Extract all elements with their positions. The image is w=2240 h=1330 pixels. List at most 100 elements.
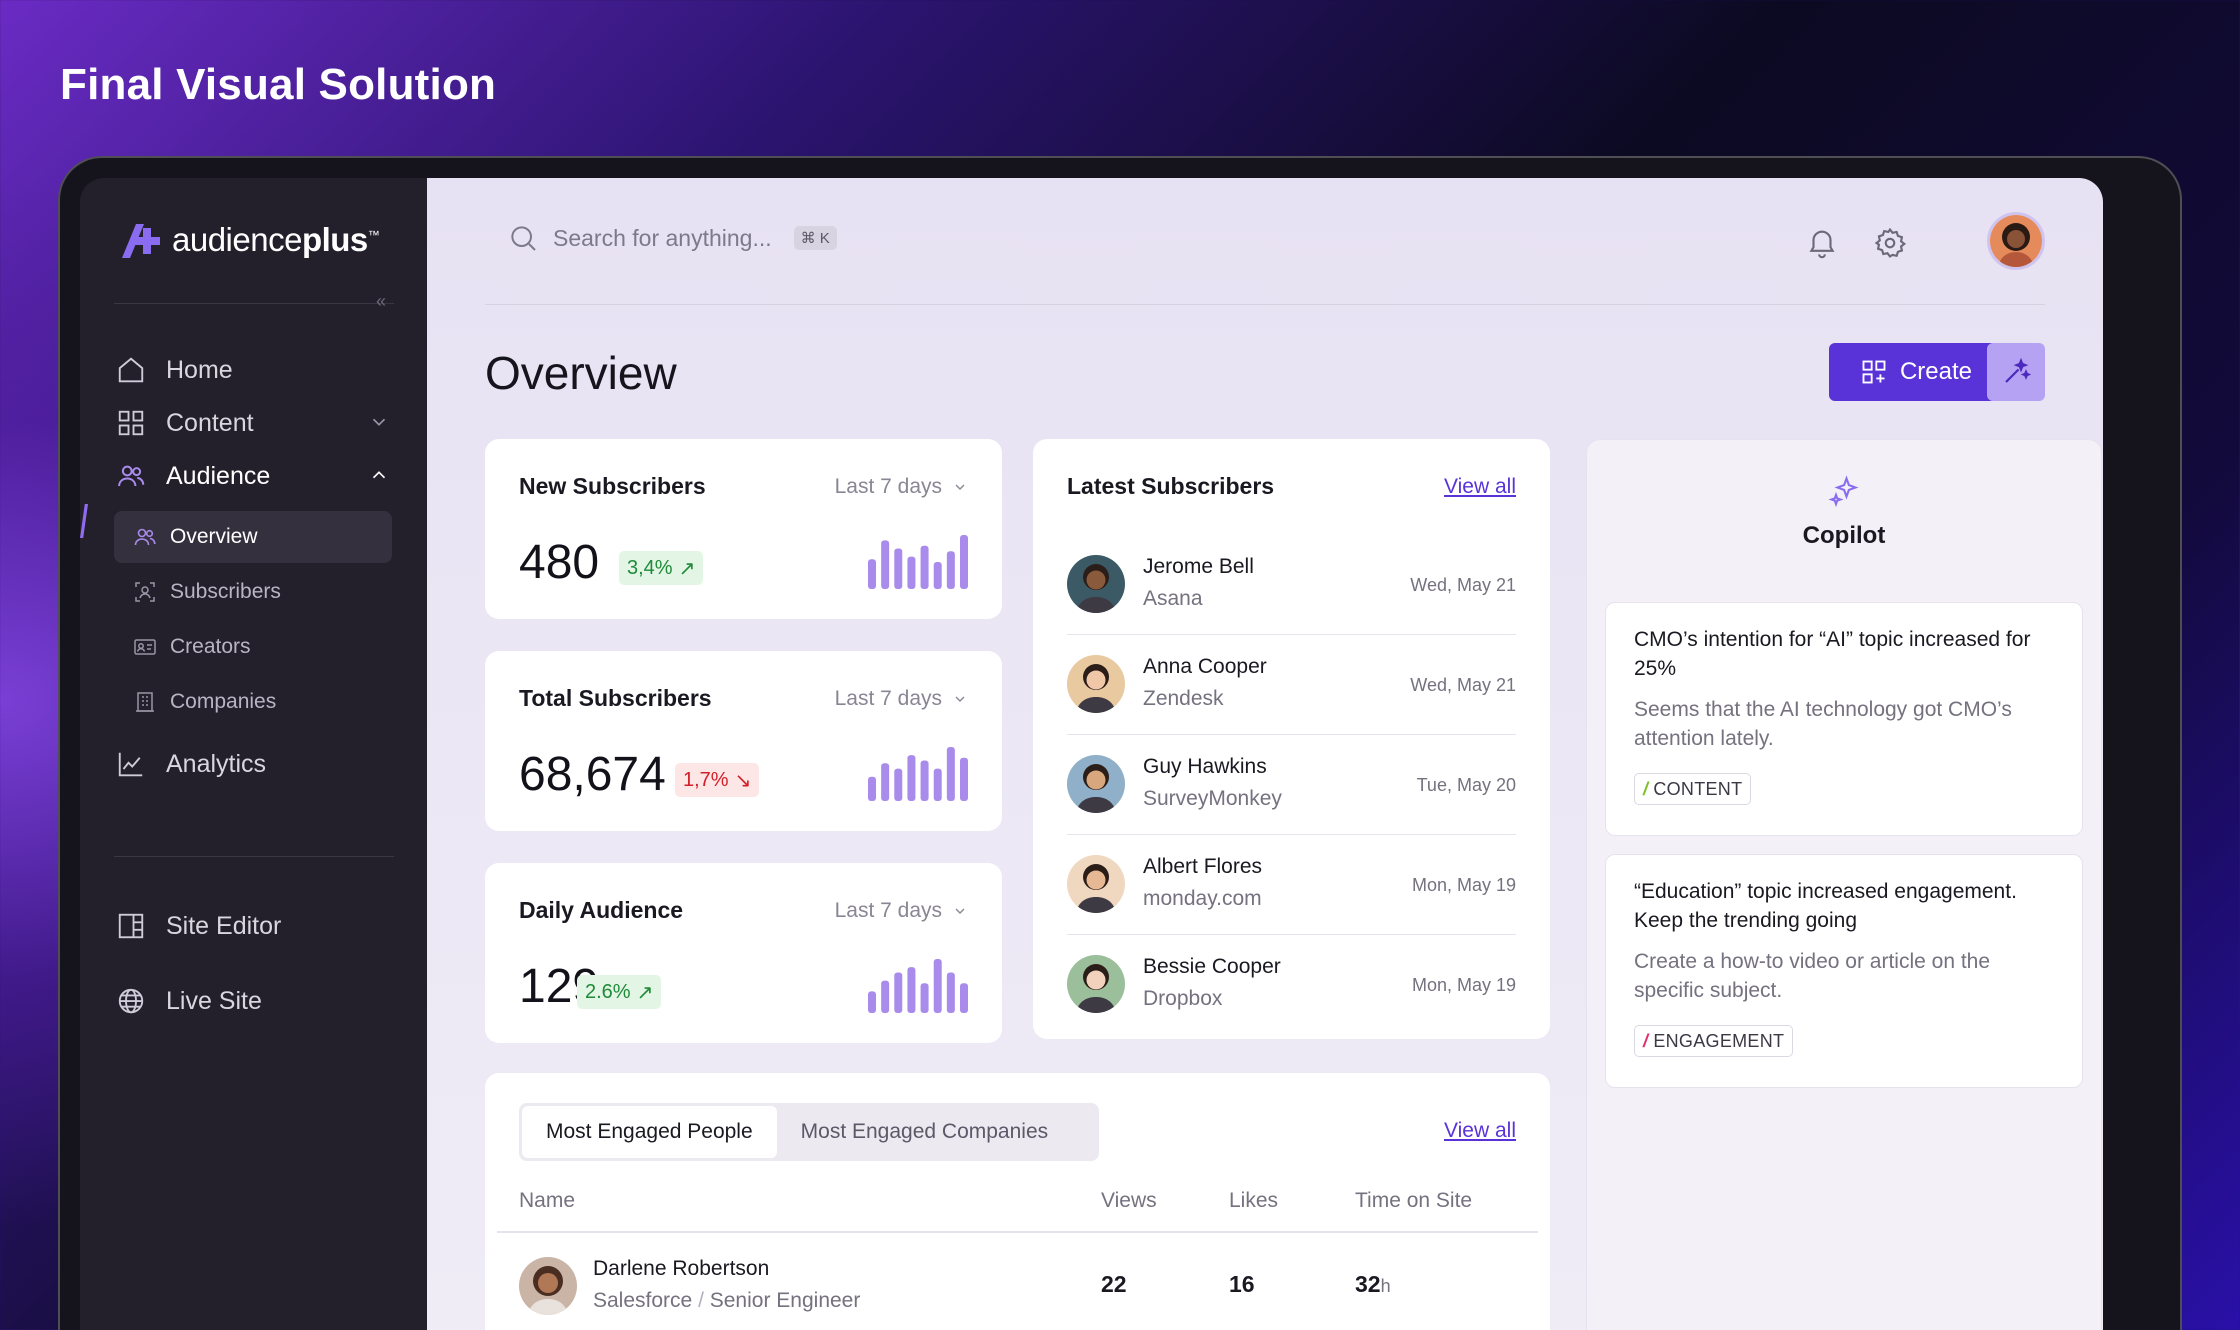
layout-icon [114, 909, 148, 943]
column-header-name[interactable]: Name [519, 1189, 576, 1212]
sidebar-subitem-label: Companies [170, 690, 277, 713]
stat-title: Total Subscribers [519, 685, 712, 711]
gear-icon[interactable] [1873, 226, 1907, 260]
table-header-divider [497, 1231, 1538, 1233]
sparkline [868, 747, 968, 801]
sidebar-subitem-label: Overview [170, 525, 258, 548]
sidebar-item-site-editor[interactable]: Site Editor [114, 900, 394, 952]
copilot-title: Copilot [1802, 522, 1886, 549]
spark-bar [946, 747, 955, 801]
sidebar-subitem-creators[interactable]: Creators [114, 621, 392, 673]
spark-bar [920, 983, 929, 1013]
logo[interactable]: audienceplus™ [118, 220, 380, 260]
sidebar-subitem-overview[interactable]: Overview [114, 511, 392, 563]
header-actions [1805, 212, 2045, 272]
change-value: 3,4% [627, 556, 673, 579]
arrow-down-right-icon: ↘ [734, 769, 752, 792]
list-item[interactable]: Anna Cooper Zendesk Wed, May 21 [1067, 635, 1516, 735]
subscriber-company: Asana [1143, 587, 1203, 610]
chevron-down-icon[interactable] [368, 411, 390, 433]
range-label: Last 7 days [834, 899, 942, 922]
insight-title: “Education” topic increased engagement. … [1634, 880, 2017, 932]
id-card-icon [130, 632, 160, 662]
overview-title: Overview [485, 347, 677, 399]
search-bar[interactable]: Search for anything... ⌘ K [507, 222, 837, 254]
sidebar-item-audience[interactable]: Audience [114, 450, 394, 502]
avatar [1067, 555, 1125, 613]
spark-bar [933, 562, 942, 589]
subscriber-name: Albert Flores [1143, 855, 1263, 878]
sidebar-item-analytics[interactable]: Analytics [114, 738, 394, 790]
list-item[interactable]: Jerome Bell Asana Wed, May 21 [1067, 535, 1516, 635]
sidebar-item-live-site[interactable]: Live Site [114, 975, 394, 1027]
search-input[interactable]: Search for anything... [553, 224, 772, 251]
magic-button[interactable] [1987, 343, 2045, 401]
range-label: Last 7 days [834, 687, 942, 710]
most-engaged-card: Most Engaged People Most Engaged Compani… [485, 1073, 1550, 1330]
person-name: Darlene Robertson [593, 1257, 770, 1280]
insight-card[interactable]: “Education” topic increased engagement. … [1605, 854, 2083, 1088]
spark-bar [881, 540, 890, 589]
subscriber-company: SurveyMonkey [1143, 787, 1282, 810]
column-header-views[interactable]: Views [1101, 1189, 1157, 1212]
spark-bar [960, 757, 968, 801]
sidebar-item-label: Live Site [166, 986, 262, 1015]
collapse-sidebar-icon[interactable]: « [376, 291, 387, 311]
list-item[interactable]: Guy Hawkins SurveyMonkey Tue, May 20 [1067, 735, 1516, 835]
stat-title: Daily Audience [519, 897, 684, 923]
insight-card[interactable]: CMO’s intention for “AI” topic increased… [1605, 602, 2083, 836]
sparkline [868, 959, 968, 1013]
tag-slash-icon: / [1643, 778, 1649, 799]
users-icon [114, 459, 148, 493]
user-avatar[interactable] [1987, 212, 2045, 270]
change-value: 2.6% [585, 980, 631, 1003]
sparkle-icon [1828, 475, 1859, 508]
active-marker [80, 504, 88, 538]
range-select[interactable]: Last 7 days [835, 899, 968, 923]
subscriber-name: Anna Cooper [1143, 655, 1267, 678]
view-all-link[interactable]: View all [1444, 1119, 1516, 1142]
column-header-time-on-site[interactable]: Time on Site [1355, 1189, 1473, 1212]
stat-title: New Subscribers [519, 473, 706, 499]
range-select[interactable]: Last 7 days [835, 475, 968, 499]
change-badge: 3,4% ↗ [619, 551, 704, 585]
main-content: Search for anything... ⌘ K Overview Crea… [427, 178, 2103, 1330]
spark-bar [946, 551, 955, 589]
bell-icon[interactable] [1805, 226, 1839, 260]
range-select[interactable]: Last 7 days [835, 687, 968, 711]
tab-most-engaged-companies[interactable]: Most Engaged Companies [800, 1120, 1049, 1143]
view-all-link[interactable]: View all [1444, 475, 1516, 498]
create-button[interactable]: Create [1829, 343, 2003, 401]
list-item[interactable]: Albert Flores monday.com Mon, May 19 [1067, 835, 1516, 935]
sidebar-item-home[interactable]: Home [114, 344, 394, 396]
tab-most-engaged-people[interactable]: Most Engaged People [522, 1106, 777, 1158]
sidebar-item-label: Site Editor [166, 911, 282, 940]
subscriber-company: Zendesk [1143, 687, 1224, 710]
home-icon [114, 353, 148, 387]
add-grid-icon [1862, 360, 1886, 384]
grid-icon [114, 406, 148, 440]
avatar [1067, 855, 1125, 913]
avatar [1067, 655, 1125, 713]
spark-bar [946, 972, 955, 1013]
globe-icon [114, 984, 148, 1018]
logo-mark-icon [122, 224, 160, 258]
sidebar-divider [114, 303, 394, 304]
sidebar-subitem-subscribers[interactable]: Subscribers [114, 566, 392, 618]
subscriber-company: Dropbox [1143, 987, 1223, 1010]
insight-body: Create a how-to video or article on the … [1634, 950, 1991, 1002]
list-item[interactable]: Bessie Cooper Dropbox Mon, May 19 [1067, 935, 1516, 1035]
page-title: Final Visual Solution [60, 60, 497, 109]
arrow-up-right-icon: ↗ [636, 981, 654, 1004]
stat-value: 480 [519, 536, 600, 589]
sidebar-subitem-companies[interactable]: Companies [114, 676, 392, 728]
column-header-likes[interactable]: Likes [1229, 1189, 1279, 1212]
sparkline [868, 535, 968, 589]
stat-card-new-subscribers: New Subscribers Last 7 days 480 3,4% ↗ [485, 439, 1002, 619]
sidebar-item-content[interactable]: Content [114, 397, 394, 449]
change-value: 1,7% [683, 768, 729, 791]
create-button-label: Create [1899, 358, 1973, 385]
spark-bar [894, 548, 903, 589]
chevron-up-icon[interactable] [368, 464, 390, 486]
spark-bar [907, 556, 916, 589]
